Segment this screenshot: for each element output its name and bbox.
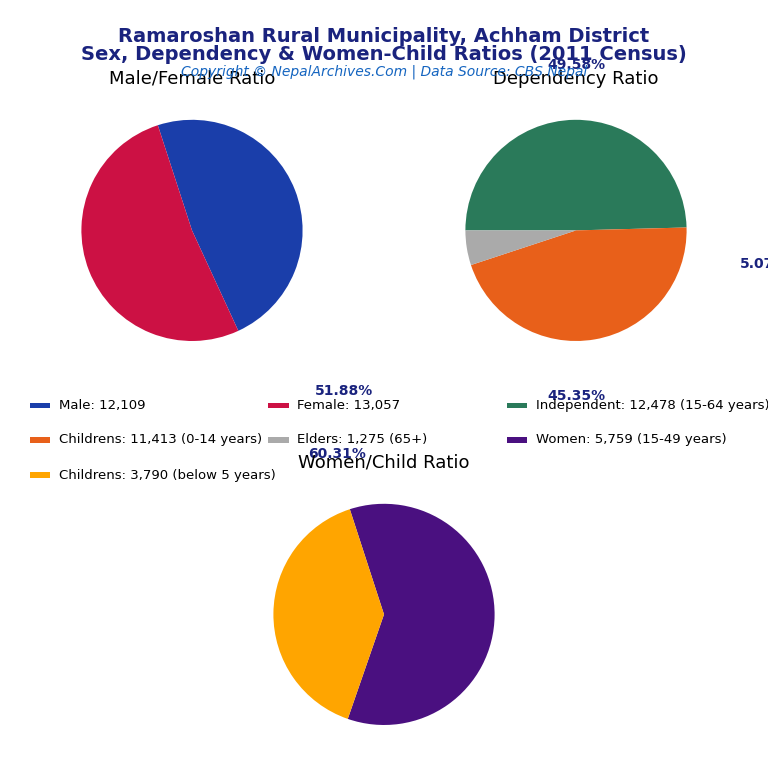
Wedge shape [273,509,384,719]
Text: 5.07%: 5.07% [740,257,768,270]
Wedge shape [348,504,495,725]
Text: Female: 13,057: Female: 13,057 [297,399,400,412]
Text: Male: 12,109: Male: 12,109 [59,399,146,412]
Wedge shape [158,120,303,331]
Text: Copyright © NepalArchives.Com | Data Source: CBS Nepal: Copyright © NepalArchives.Com | Data Sou… [181,65,587,79]
Text: Childrens: 3,790 (below 5 years): Childrens: 3,790 (below 5 years) [59,469,276,482]
Bar [507,402,527,409]
Text: Ramaroshan Rural Municipality, Achham District: Ramaroshan Rural Municipality, Achham Di… [118,27,650,46]
Bar [507,437,527,443]
Text: 60.31%: 60.31% [308,447,366,461]
Wedge shape [81,125,238,341]
Bar [30,402,51,409]
Text: 49.58%: 49.58% [547,58,605,71]
Bar [269,437,289,443]
Text: Independent: 12,478 (15-64 years): Independent: 12,478 (15-64 years) [535,399,768,412]
Title: Women/Child Ratio: Women/Child Ratio [298,454,470,472]
Title: Male/Female Ratio: Male/Female Ratio [109,70,275,88]
Bar [30,472,51,478]
Text: 51.88%: 51.88% [315,384,373,398]
Text: Women: 5,759 (15-49 years): Women: 5,759 (15-49 years) [535,433,727,446]
Wedge shape [465,120,687,230]
Bar [30,437,51,443]
Bar [269,402,289,409]
Title: Dependency Ratio: Dependency Ratio [493,70,659,88]
Text: 45.35%: 45.35% [547,389,605,403]
Wedge shape [465,230,576,265]
Text: Elders: 1,275 (65+): Elders: 1,275 (65+) [297,433,428,446]
Text: Childrens: 11,413 (0-14 years): Childrens: 11,413 (0-14 years) [59,433,262,446]
Text: Sex, Dependency & Women-Child Ratios (2011 Census): Sex, Dependency & Women-Child Ratios (20… [81,45,687,64]
Wedge shape [471,227,687,341]
